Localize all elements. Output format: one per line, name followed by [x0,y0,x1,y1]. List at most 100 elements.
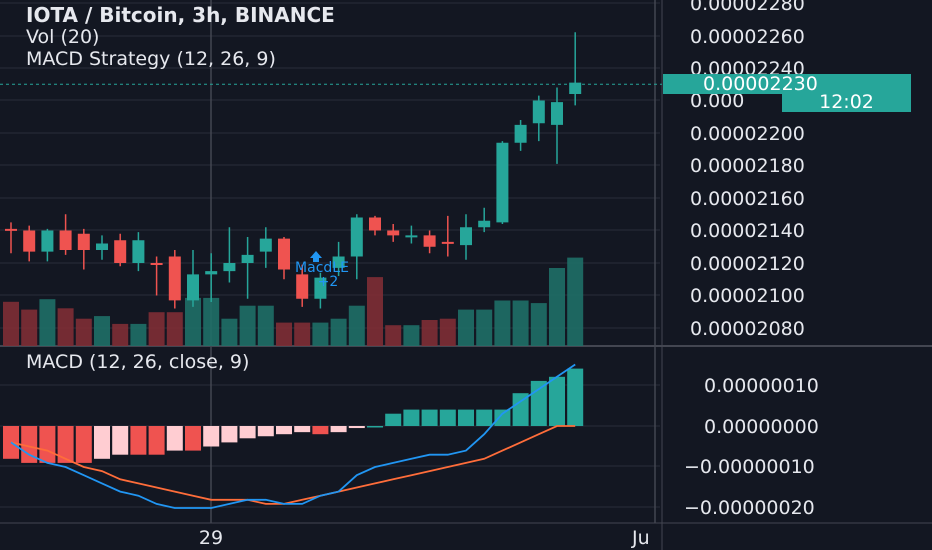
macd-histogram-bar [330,426,347,433]
candle-body [314,277,327,299]
long-entry-arrow-stem [313,258,319,262]
price-axis-label: 0.00002100 [690,285,805,307]
macd-histogram-bar [421,409,438,426]
candle-body [405,235,418,238]
volume-bar [512,300,529,346]
candle-body [205,271,218,275]
candle-body [460,227,472,246]
current-price-tag: 0.00002230 [663,74,911,94]
macd-histogram-bar [494,409,511,426]
volume-bar [148,312,165,346]
price-axis-label: 0.00002080 [690,318,805,340]
macd-axis-label: −0.00000010 [684,456,815,478]
macd-histogram-bar [549,376,565,426]
candle-body [114,240,127,263]
macd-histogram-bar [21,426,38,463]
candle-body [77,233,90,250]
bar-countdown-tag: 12:02 [782,92,911,112]
macd-histogram-bar [239,426,256,439]
volume-bar [221,318,238,346]
macd-histogram-bar [130,426,147,455]
macd-indicator-legend[interactable]: MACD (12, 26, close, 9) [26,351,250,373]
candle-body [296,274,309,299]
strategy-indicator-legend[interactable]: MACD Strategy (12, 26, 9) [26,48,276,70]
volume-bar [421,320,438,346]
macd-histogram-bar [348,426,365,429]
candle-body [478,220,491,228]
candle-body [350,217,363,257]
volume-bar [330,318,347,346]
candle-body [441,241,454,244]
macd-histogram-bar [57,426,74,463]
macd-histogram-bar [458,409,474,426]
volume-bar [476,309,493,346]
volume-bar [94,316,110,346]
volume-bar [166,312,183,346]
volume-bar [403,325,420,346]
volume-bar [458,309,474,346]
volume-bar [530,303,547,346]
macd-axis-label: 0.00000010 [704,375,819,397]
price-axis-label: 0.00002280 [690,0,805,15]
price-axis-label: 0.00002140 [690,220,805,242]
macd-histogram-bar [367,426,383,428]
macd-histogram-bar [530,380,547,426]
candle-body [369,217,381,231]
volume-bar [257,305,274,346]
volume-bar [57,308,74,346]
candle-body [23,230,36,252]
macd-histogram-bar [221,426,238,443]
volume-bar [130,323,147,346]
strategy-signal-label: MacdLE [295,260,349,276]
macd-histogram-bar [512,393,529,426]
macd-histogram-bar [203,426,220,447]
volume-bar [294,322,311,346]
candle-body [41,230,54,252]
volume-bar [239,305,256,346]
macd-layer [3,363,584,509]
candle-body [5,228,17,231]
volume-bar [3,301,19,346]
macd-histogram-bar [403,409,420,426]
price-axis-label: 0.00002160 [690,188,805,210]
candle-layer [5,32,582,309]
macd-histogram-bar [476,409,493,426]
strategy-signal-marker[interactable]: MacdLE +2 [295,251,349,290]
time-axis-label: 29 [199,527,223,549]
candle-body [423,235,436,247]
macd-histogram-bar [94,426,110,459]
candle-body [259,238,272,252]
volume-bar [112,323,129,346]
volume-indicator-legend[interactable]: Vol (20) [26,26,100,48]
volume-bar [385,325,402,346]
volume-bar [276,322,292,346]
symbol-title[interactable]: IOTA / Bitcoin, 3h, BINANCE [26,3,335,27]
price-axis-label: 0.00002180 [690,155,805,177]
candle-body [569,82,582,94]
macd-line [10,363,576,509]
volume-bar [439,318,456,346]
candle-body [514,124,527,143]
macd-axis-label: −0.00000020 [684,497,815,519]
candle-body [96,243,108,250]
candle-body [59,230,72,250]
macd-histogram-bar [439,409,456,426]
macd-histogram-bar [257,426,274,437]
price-axis-label: 0.00002260 [690,26,805,48]
candle-body [496,142,509,223]
price-axis-label: 0.00002200 [690,123,805,145]
long-entry-arrow-icon [310,251,322,258]
macd-histogram-bar [166,426,183,451]
candle-body [187,274,199,301]
price-axis-label: 0.00002120 [690,253,805,275]
macd-histogram-bar [294,426,311,433]
macd-histogram-bar [39,426,56,463]
macd-histogram-bar [148,426,165,455]
candle-body [551,102,563,125]
macd-histogram-bar [312,426,329,435]
macd-histogram-bar [75,426,92,463]
candle-body [168,256,181,301]
candle-body [387,230,400,236]
volume-bar [549,268,565,346]
